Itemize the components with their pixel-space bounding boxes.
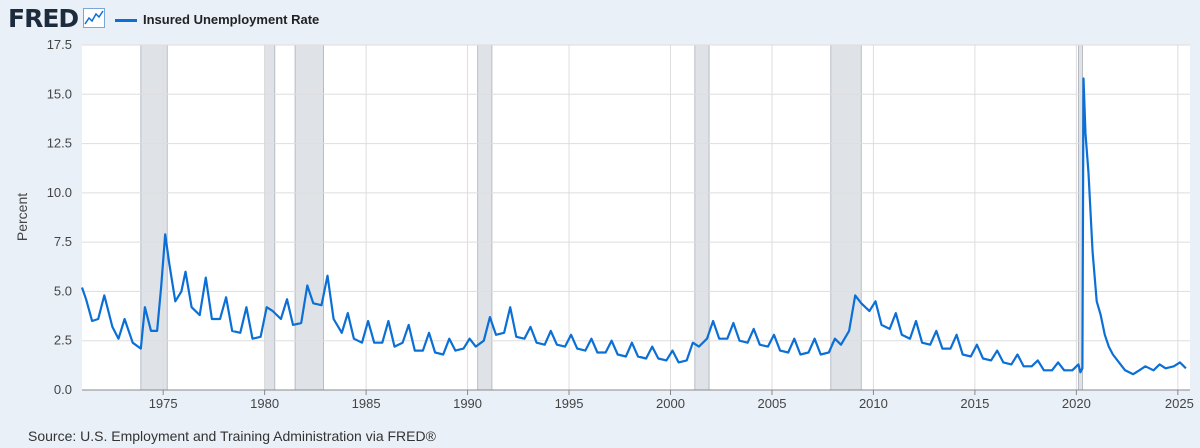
recession-band-5 — [830, 44, 862, 391]
x-tick-label: 1985 — [352, 396, 381, 411]
y-axis-label: Percent — [14, 193, 30, 241]
y-axis: 0.0 2.5 5.0 7.5 10.0 12.5 15.0 17.5 — [47, 37, 72, 397]
recession-band-2 — [294, 44, 324, 391]
series-layer — [80, 77, 1187, 376]
y-tick-label: 12.5 — [47, 136, 72, 151]
legend-swatch — [115, 19, 137, 23]
grid-lines — [82, 44, 1190, 391]
x-tick-label: 2025 — [1165, 396, 1194, 411]
plot-area — [82, 45, 1190, 390]
x-tick-label: 2020 — [1062, 396, 1091, 411]
x-tick-label: 2005 — [758, 396, 787, 411]
y-tick-label: 17.5 — [47, 37, 72, 52]
legend-label: Insured Unemployment Rate — [143, 12, 320, 27]
x-tick-label: 2015 — [960, 396, 989, 411]
x-tick-label: 1975 — [149, 396, 178, 411]
x-tick-label: 1990 — [453, 396, 482, 411]
header: FRED Insured Unemployment Rate — [0, 0, 1200, 40]
line-graph-icon — [83, 8, 105, 28]
y-tick-label: 15.0 — [47, 86, 72, 101]
x-tick-label: 2000 — [656, 396, 685, 411]
y-tick-label: 7.5 — [54, 234, 72, 249]
source-note: Source: U.S. Employment and Training Adm… — [28, 428, 436, 444]
legend: Insured Unemployment Rate — [115, 12, 319, 27]
y-tick-label: 2.5 — [54, 333, 72, 348]
series-line-0 — [80, 77, 1187, 376]
y-tick-label: 10.0 — [47, 185, 72, 200]
x-axis: 1975 1980 1985 1990 1995 2000 2005 2010 2015 2020… — [82, 389, 1194, 411]
recession-band-1 — [264, 44, 276, 391]
fred-logo[interactable]: FRED — [8, 4, 79, 33]
x-tick-label: 1980 — [250, 396, 279, 411]
y-tick-label: 5.0 — [54, 283, 72, 298]
x-tick-label: 2010 — [859, 396, 888, 411]
y-tick-label: 0.0 — [54, 382, 72, 397]
x-tick-label: 1995 — [555, 396, 584, 411]
